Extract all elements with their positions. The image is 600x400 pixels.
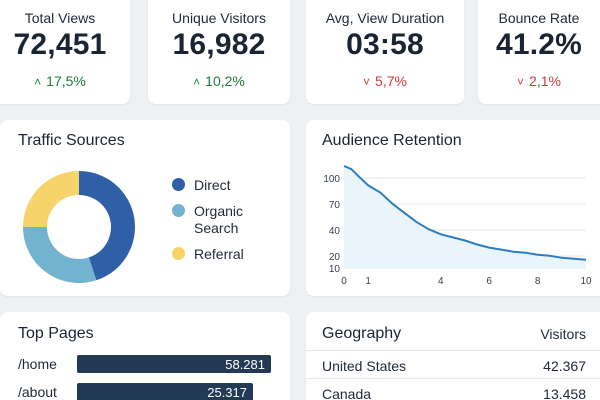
page-views-bar: 25.317	[77, 383, 253, 400]
country-name: Canada	[322, 386, 372, 400]
kpi-value: 41.2%	[495, 28, 583, 61]
kpi-delta: ˅ 2,1%	[478, 73, 600, 89]
x-tick-label: 10	[580, 276, 592, 287]
kpi-value: 72,451	[13, 28, 107, 61]
card-title: Traffic Sources	[18, 132, 125, 149]
y-tick-label: 70	[329, 200, 341, 211]
arrow-up-icon: ˄	[193, 75, 201, 89]
geography-row[interactable]: Canada 13.458	[306, 380, 600, 400]
country-name: United States	[322, 358, 407, 374]
donut-slice-referral[interactable]	[23, 171, 79, 227]
geography-column-header: Visitors	[540, 326, 586, 342]
kpi-card-total-views: Total Views 72,451 ˄ 17,5%	[0, 0, 130, 104]
retention-line[interactable]	[343, 165, 587, 261]
legend-swatch	[172, 247, 185, 260]
arrow-down-icon: ˅	[363, 75, 371, 89]
kpi-delta: ˄ 17,5%	[0, 73, 130, 89]
audience-retention-card: Audience Retention 100 70 40 20 10 0 1 4 6 8 10	[306, 120, 600, 296]
legend-label: Direct	[194, 177, 231, 193]
kpi-card-unique-visitors: Unique Visitors 16,982 ˄ 10,2%	[148, 0, 290, 104]
card-title: Top Pages	[18, 325, 94, 342]
x-tick-label: 0	[341, 276, 347, 287]
traffic-donut-chart	[23, 171, 136, 283]
y-tick-label: 20	[329, 252, 341, 263]
legend-label: Referral	[194, 246, 244, 262]
legend-label: Organic Search	[194, 203, 244, 236]
divider	[306, 350, 600, 351]
kpi-card-bounce-rate: Bounce Rate 41.2% ˅ 2,1%	[478, 0, 600, 104]
top-pages-card: Top Pages /home 58.281 /about 25.317	[0, 312, 290, 400]
x-tick-label: 6	[486, 276, 492, 287]
geography-row[interactable]: United States 42.367	[306, 352, 600, 380]
card-title: Audience Retention	[322, 132, 462, 149]
kpi-card-avg-view-duration: Avg, View Duration 03:58 ˅ 5,7%	[306, 0, 464, 104]
legend-swatch	[172, 204, 185, 217]
legend-swatch	[172, 178, 185, 191]
x-tick-label: 1	[365, 276, 371, 287]
kpi-delta-value: 17,5%	[46, 73, 86, 89]
top-page-row[interactable]: /home 58.281	[18, 354, 290, 374]
kpi-delta-value: 10,2%	[205, 73, 245, 89]
donut-slice-direct[interactable]	[79, 171, 136, 281]
kpi-value: 03:58	[346, 28, 424, 61]
top-page-row[interactable]: /about 25.317	[18, 382, 290, 400]
kpi-label: Avg, View Duration	[325, 10, 445, 26]
kpi-label: Total Views	[24, 10, 96, 26]
y-tick-label: 40	[329, 226, 341, 237]
arrow-up-icon: ˄	[34, 75, 42, 89]
geography-card: Geography Visitors United States 42.367 …	[306, 312, 600, 400]
arrow-down-icon: ˅	[517, 75, 525, 89]
kpi-label: Unique Visitors	[172, 10, 266, 26]
page-views-value: 25.317	[207, 385, 247, 400]
kpi-delta-value: 2,1%	[529, 73, 561, 89]
page-path: /home	[18, 356, 57, 372]
page-path: /about	[18, 384, 57, 400]
country-visitors: 13.458	[543, 386, 586, 400]
kpi-delta: ˅ 5,7%	[306, 73, 464, 89]
x-tick-label: 4	[438, 276, 444, 287]
y-tick-label: 100	[323, 174, 340, 185]
x-tick-label: 8	[535, 276, 541, 287]
page-views-bar: 58.281	[77, 355, 271, 373]
page-views-value: 58.281	[225, 357, 265, 372]
card-title: Geography	[322, 325, 402, 342]
y-tick-label: 10	[329, 264, 341, 275]
country-visitors: 42.367	[543, 358, 586, 374]
retention-area	[344, 166, 586, 268]
kpi-value: 16,982	[172, 28, 266, 61]
traffic-sources-card: Traffic Sources Direct Organic Search Re…	[0, 120, 290, 296]
kpi-delta: ˄ 10,2%	[148, 73, 290, 89]
divider	[306, 378, 600, 379]
kpi-label: Bounce Rate	[498, 10, 580, 26]
kpi-delta-value: 5,7%	[375, 73, 407, 89]
donut-slice-organic-search[interactable]	[23, 227, 97, 283]
